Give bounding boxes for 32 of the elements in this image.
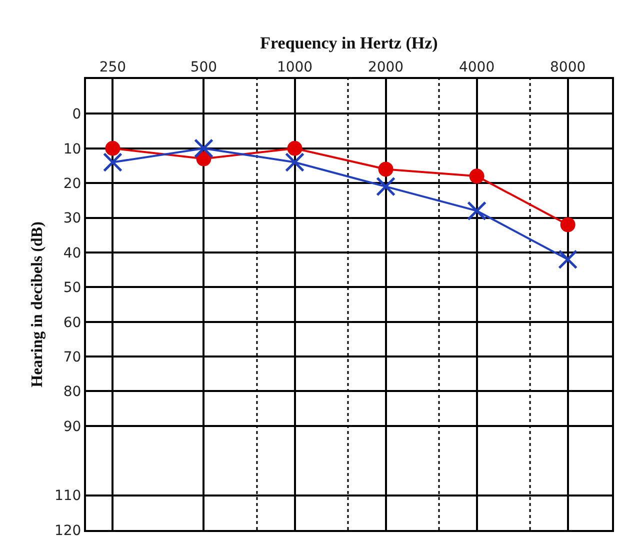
y-tick-label: 40 <box>63 245 82 262</box>
point <box>105 140 120 156</box>
y-tick-label: 20 <box>63 176 82 192</box>
point <box>102 152 122 172</box>
y-tick-label: 10 <box>63 141 82 158</box>
y-tick-label: 80 <box>63 384 82 400</box>
y-tick-label: 90 <box>63 418 82 435</box>
point <box>285 152 304 172</box>
x-tick-label: 2000 <box>368 59 404 76</box>
point <box>376 176 396 196</box>
point <box>558 250 578 270</box>
y-axis-title: Hearing in decibels (dB) <box>28 222 46 388</box>
y-tick-label: 60 <box>63 314 82 331</box>
point <box>467 201 487 221</box>
y-tick-label: 120 <box>54 522 82 539</box>
x-tick-label: 250 <box>99 59 126 76</box>
point <box>287 140 302 156</box>
x-tick-label: 1000 <box>276 59 313 76</box>
y-tick-label: 110 <box>54 488 82 504</box>
x-tick-label: 4000 <box>458 59 495 76</box>
x-axis-title: Frequency in Hertz (Hz) <box>260 33 438 52</box>
y-tick-label: 30 <box>63 210 82 227</box>
point <box>194 138 214 158</box>
point <box>469 168 484 184</box>
x-tick-label: 8000 <box>550 59 586 76</box>
point <box>378 162 394 177</box>
y-tick-label: 0 <box>72 106 82 123</box>
y-tick-label: 70 <box>63 349 82 366</box>
point <box>560 217 576 232</box>
x-tick-label: 500 <box>190 59 218 76</box>
point <box>196 151 212 166</box>
y-tick-label: 50 <box>63 280 82 296</box>
